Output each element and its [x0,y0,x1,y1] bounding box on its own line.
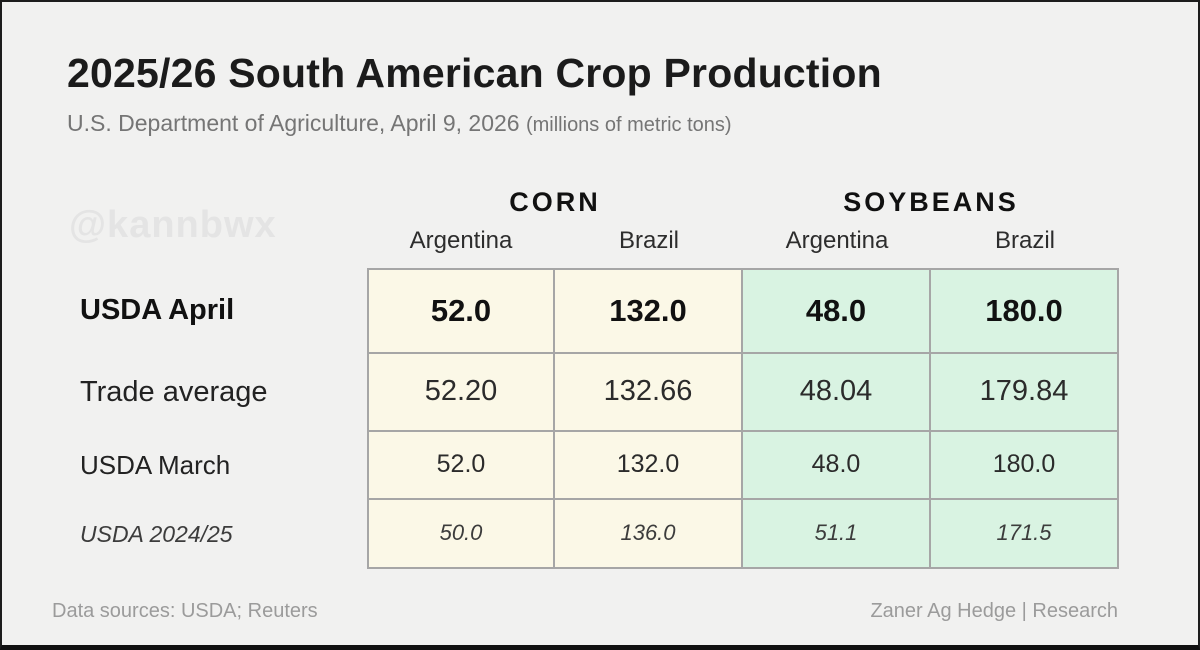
column-header-corn-argentina: Argentina [409,226,513,254]
column-header-soybeans-brazil: Brazil [994,226,1055,254]
column-group-corn: CORN [509,187,601,218]
page-subtitle: U.S. Department of Agriculture, April 9,… [67,110,1198,138]
table-cell: 52.0 [367,431,555,500]
row-label: USDA March [80,450,231,481]
column-header-soybeans-argentina: Argentina [785,226,889,254]
table-cell: 48.04 [743,353,931,432]
footer-branding: Zaner Ag Hedge | Research [870,600,1118,622]
subtitle-source-date: U.S. Department of Agriculture, April 9,… [67,110,520,137]
table-cell: 52.20 [367,353,555,432]
page-title: 2025/26 South American Crop Production [67,50,882,96]
table-cell: 132.0 [555,267,743,354]
column-group-soybeans: SOYBEANS [843,187,1019,218]
row-label: USDA April [80,294,235,327]
table-cell: 180.0 [931,267,1119,354]
footer-data-sources: Data sources: USDA; Reuters [52,600,318,622]
table-cell: 48.0 [743,431,931,500]
table-cell: 132.66 [555,353,743,432]
watermark: @kannbwx [69,204,277,247]
footer: Data sources: USDA; Reuters Zaner Ag Hed… [52,600,1118,623]
crop-production-table: @kannbwx CORN SOYBEANS Argentina Brazil … [67,184,1198,569]
table-cell: 51.1 [743,499,931,569]
row-label: Trade average [80,376,268,409]
table-cell: 171.5 [931,499,1119,569]
table-cell: 179.84 [931,353,1119,432]
table-cell: 180.0 [931,431,1119,500]
table-cell: 136.0 [555,499,743,569]
table-cell: 48.0 [743,267,931,354]
table-cell: 52.0 [367,267,555,354]
table-cell: 50.0 [367,499,555,569]
column-header-corn-brazil: Brazil [618,226,679,254]
table-cell: 132.0 [555,431,743,500]
subtitle-units-note: (millions of metric tons) [525,114,732,137]
content-area: 2025/26 South American Crop Production U… [2,2,1198,569]
row-label: USDA 2024/25 [80,520,233,547]
